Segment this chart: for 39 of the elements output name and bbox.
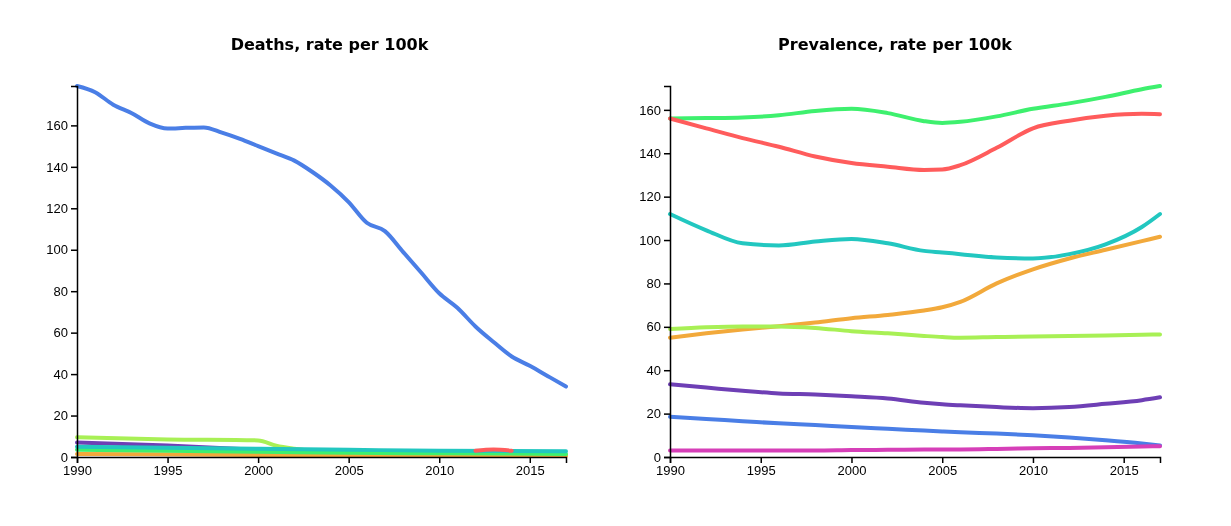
chart-title: Prevalence, rate per 100k bbox=[778, 35, 1013, 54]
x-tick-label: 2010 bbox=[1019, 463, 1048, 479]
x-tick-label: 2015 bbox=[1109, 463, 1139, 479]
y-tick-label: 100 bbox=[639, 232, 661, 248]
y-tick-label: 160 bbox=[639, 102, 661, 118]
line-series bbox=[668, 111, 1162, 172]
y-tick-label: 100 bbox=[46, 242, 68, 258]
x-tick-label: 1990 bbox=[656, 463, 685, 479]
y-tick-label: 80 bbox=[646, 276, 661, 292]
y-tick-label: 40 bbox=[646, 362, 661, 378]
y-tick-label: 120 bbox=[639, 189, 661, 205]
x-tick-label: 1990 bbox=[63, 463, 92, 479]
y-tick-label: 160 bbox=[46, 118, 68, 134]
line-series bbox=[668, 382, 1162, 411]
line-series bbox=[668, 414, 1162, 448]
line-series bbox=[668, 234, 1162, 340]
line-series bbox=[668, 324, 1162, 340]
y-tick-label: 80 bbox=[53, 283, 68, 299]
x-tick-label: 2000 bbox=[244, 463, 274, 479]
x-tick-label: 2005 bbox=[334, 463, 364, 479]
y-tick-label: 0 bbox=[60, 449, 68, 465]
line-series bbox=[75, 84, 568, 389]
y-tick-label: 0 bbox=[653, 449, 661, 465]
x-tick-label: 2010 bbox=[425, 463, 455, 479]
line-series bbox=[668, 212, 1162, 261]
y-tick-label: 140 bbox=[46, 159, 68, 175]
y-tick-label: 20 bbox=[53, 408, 68, 424]
chart-title: Deaths, rate per 100k bbox=[230, 35, 429, 54]
y-tick-label: 140 bbox=[639, 145, 661, 161]
x-tick-label: 1995 bbox=[746, 463, 776, 479]
y-tick-label: 60 bbox=[53, 325, 68, 341]
x-tick-label: 2015 bbox=[515, 463, 545, 479]
x-tick-label: 2005 bbox=[928, 463, 958, 479]
y-tick-label: 20 bbox=[646, 406, 661, 422]
x-tick-label: 1995 bbox=[153, 463, 183, 479]
y-tick-label: 120 bbox=[46, 200, 68, 216]
y-tick-label: 60 bbox=[646, 319, 661, 335]
y-tick-label: 40 bbox=[53, 366, 68, 382]
x-tick-label: 2000 bbox=[837, 463, 867, 479]
